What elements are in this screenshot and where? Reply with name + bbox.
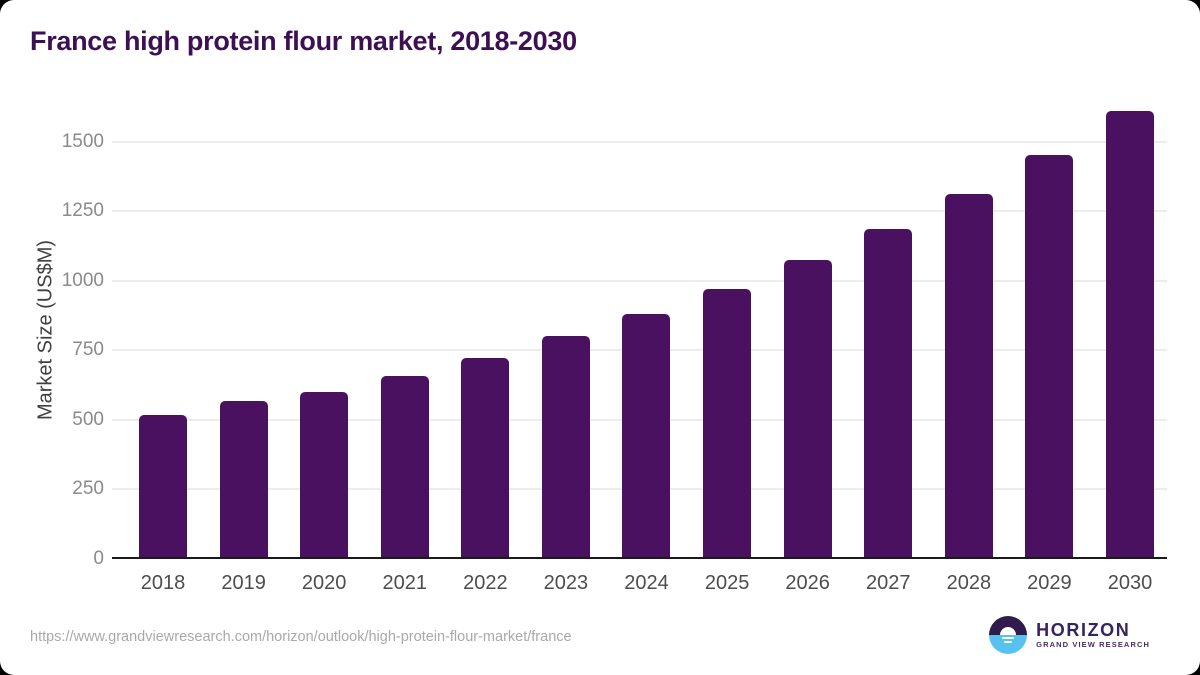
x-tick-label-2024: 2024 xyxy=(624,572,669,594)
x-tick-label-2021: 2021 xyxy=(382,572,427,594)
x-tick-label-2020: 2020 xyxy=(301,572,347,594)
bar-2024 xyxy=(622,314,671,559)
x-tick-label-2022: 2022 xyxy=(463,572,508,594)
logo-top-half xyxy=(989,616,1028,635)
x-tick-label-2027: 2027 xyxy=(865,572,911,594)
bar-2020 xyxy=(300,391,349,559)
logo-reflection-line xyxy=(1002,637,1015,639)
y-tick-label: 1000 xyxy=(61,269,104,291)
bar-2027 xyxy=(864,229,913,559)
bar-2026 xyxy=(783,260,832,559)
x-tick-label-2026: 2026 xyxy=(785,572,830,594)
logo-reflection-line xyxy=(1004,641,1013,643)
x-tick-label-2023: 2023 xyxy=(543,572,589,594)
logo-text: HORIZON GRAND VIEW RESEARCH xyxy=(1036,620,1150,650)
logo-name: HORIZON xyxy=(1036,620,1131,640)
chart-title: France high protein flour market, 2018-2… xyxy=(30,26,577,56)
horizon-logo: HORIZON GRAND VIEW RESEARCH xyxy=(989,616,1150,654)
bar-2018 xyxy=(139,415,187,559)
x-tick-label-2019: 2019 xyxy=(221,572,266,594)
logo-subtitle: GRAND VIEW RESEARCH xyxy=(1036,640,1150,649)
logo-sun-icon xyxy=(1000,627,1017,635)
bar-2019 xyxy=(219,400,268,559)
gridline-1250 xyxy=(112,210,1167,212)
y-tick-label: 1250 xyxy=(61,200,104,221)
y-tick-label: 500 xyxy=(72,408,104,430)
bar-2022 xyxy=(461,357,510,559)
y-tick-label: 1500 xyxy=(61,130,104,152)
bar-2025 xyxy=(703,288,752,559)
x-tick-label-2018: 2018 xyxy=(140,572,186,594)
x-tick-label-2030: 2030 xyxy=(1107,572,1153,594)
logo-bottom-half xyxy=(989,635,1028,654)
x-tick-label-2029: 2029 xyxy=(1027,572,1072,594)
bar-2023 xyxy=(541,336,590,559)
bar-2029 xyxy=(1025,155,1074,559)
x-axis-line xyxy=(112,557,1167,559)
gridline-1000 xyxy=(112,279,1167,282)
x-tick-label-2025: 2025 xyxy=(704,572,750,594)
y-tick-label: 0 xyxy=(93,547,104,569)
bar-2028 xyxy=(944,194,993,559)
source-url: https://www.grandviewresearch.com/horizo… xyxy=(30,629,572,645)
bar-2021 xyxy=(380,375,429,559)
gridline-1500 xyxy=(112,140,1167,143)
horizon-logo-icon xyxy=(989,616,1028,654)
y-tick-label: 750 xyxy=(72,339,104,360)
bar-2030 xyxy=(1105,110,1154,559)
y-tick-label: 250 xyxy=(72,478,104,499)
x-tick-label-2028: 2028 xyxy=(946,572,992,594)
